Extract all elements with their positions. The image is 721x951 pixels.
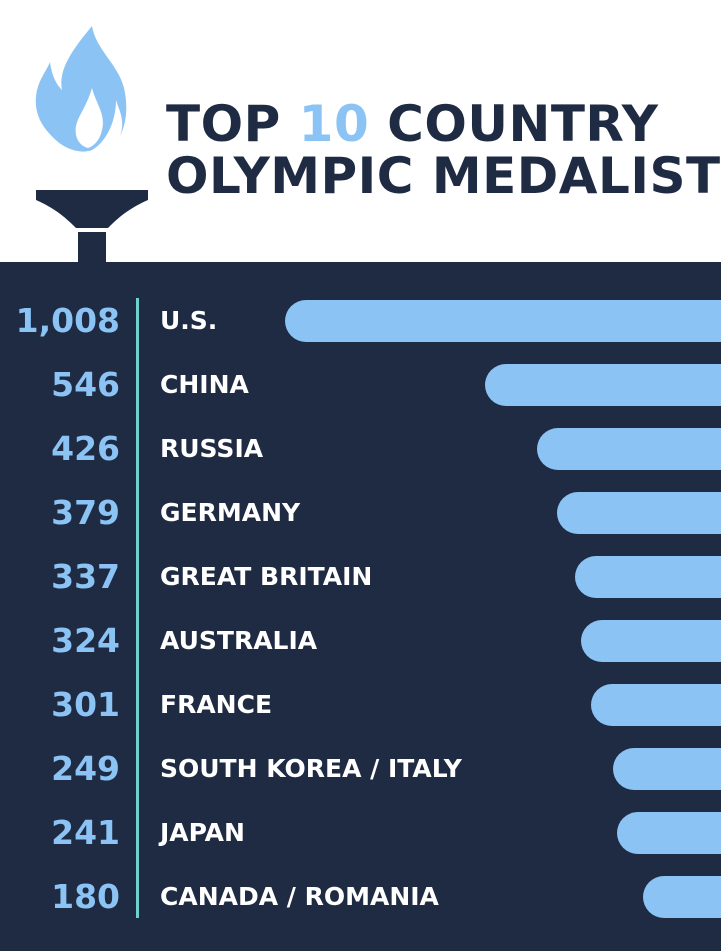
value-label: 1,008 <box>15 301 120 340</box>
bar <box>613 748 721 790</box>
title-part-country: COUNTRY <box>369 95 659 153</box>
chart-panel: 1,008 U.S. 546 CHINA 426 RUSSIA 379 GERMANY 337 G… <box>0 262 721 951</box>
title-line-1: TOP 10 COUNTRY <box>166 98 706 150</box>
value-label: 426 <box>51 429 120 468</box>
category-label: U.S. <box>160 306 218 335</box>
bar <box>580 620 721 662</box>
bar <box>557 492 721 534</box>
value-label: 324 <box>51 621 120 660</box>
value-label: 337 <box>51 557 120 596</box>
category-label: CHINA <box>160 370 249 399</box>
divider-line <box>136 298 139 918</box>
bar <box>643 876 721 918</box>
title-line-2: OLYMPIC MEDALISTS <box>166 147 721 205</box>
bar <box>616 812 721 854</box>
chart-title: TOP 10 COUNTRY OLYMPIC MEDALISTS <box>166 98 721 205</box>
category-label: FRANCE <box>160 690 273 719</box>
category-label: GERMANY <box>160 498 301 527</box>
value-label: 180 <box>51 877 120 916</box>
category-label: CANADA / ROMANIA <box>160 882 439 911</box>
title-accent-number: 10 <box>298 95 370 153</box>
value-label: 241 <box>51 813 120 852</box>
bar <box>536 428 721 470</box>
value-label: 301 <box>51 685 120 724</box>
category-label: RUSSIA <box>160 434 264 463</box>
bar <box>484 364 721 406</box>
header: TOP 10 COUNTRY OLYMPIC MEDALISTS <box>0 0 721 262</box>
category-label: AUSTRALIA <box>160 626 318 655</box>
bar <box>575 556 721 598</box>
title-part-top: TOP <box>166 95 299 153</box>
value-label: 249 <box>51 749 120 788</box>
category-label: GREAT BRITAIN <box>160 562 373 591</box>
category-label: JAPAN <box>160 818 245 847</box>
category-label: SOUTH KOREA / ITALY <box>160 754 462 783</box>
value-label: 546 <box>51 365 120 404</box>
bar <box>285 300 721 342</box>
bar <box>590 684 721 726</box>
torch-icon <box>35 26 148 262</box>
value-label: 379 <box>51 493 120 532</box>
